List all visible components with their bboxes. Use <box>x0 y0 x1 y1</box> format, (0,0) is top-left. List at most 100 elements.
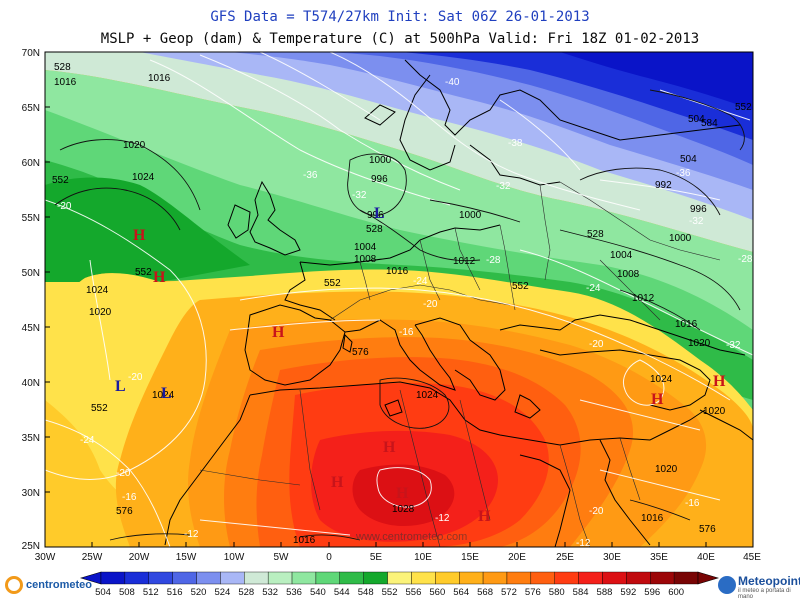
geop-label: 576 <box>699 524 716 535</box>
isobar-label: 1016 <box>641 513 664 524</box>
high-center: H <box>396 485 409 502</box>
colorbar-label: 568 <box>477 587 493 598</box>
geop-label: 552 <box>512 281 529 292</box>
isobar-label: 1020 <box>703 406 726 417</box>
centrometeo-logo-text: centrometeo <box>26 579 93 591</box>
colorbar-label: 600 <box>668 587 684 598</box>
temp-label: -20 <box>116 468 131 479</box>
temp-label: -32 <box>689 216 704 227</box>
colorbar-label: 508 <box>119 587 135 598</box>
colorbar-label: 532 <box>262 587 278 598</box>
geop-label: 576 <box>352 347 369 358</box>
colorbar-swatch <box>578 571 603 585</box>
geop-label: 552 <box>52 175 69 186</box>
high-center: H <box>478 508 491 525</box>
lon-label: 5E <box>370 552 383 563</box>
temp-label: -24 <box>80 435 95 446</box>
meteopoint-logo-subtitle: il meteo a portata di mano <box>738 588 791 600</box>
colorbar-label: 588 <box>597 587 613 598</box>
lon-label: 10W <box>224 552 245 563</box>
temp-label: -38 <box>508 138 523 149</box>
centrometeo-logo-icon <box>5 576 23 594</box>
temp-label: -12 <box>184 529 199 540</box>
colorbar-swatch <box>291 571 317 585</box>
colorbar-label: 592 <box>620 587 636 598</box>
lon-label: 25E <box>556 552 574 563</box>
isobar-label: 1028 <box>392 504 415 515</box>
temp-label: -28 <box>486 255 501 266</box>
isobar-label: 1008 <box>617 269 640 280</box>
colorbar-swatch <box>530 571 555 585</box>
temp-label: -40 <box>445 77 460 88</box>
geop-label: 552 <box>324 278 341 289</box>
isobar-label: 1020 <box>89 307 112 318</box>
isobars <box>54 89 745 541</box>
high-center: H <box>133 227 146 244</box>
lon-label: 20W <box>129 552 150 563</box>
temp-label: -36 <box>303 170 318 181</box>
lat-label: 45N <box>22 323 40 334</box>
temp-label: -20 <box>589 506 604 517</box>
geop-label: 552 <box>91 403 108 414</box>
temp-label: -24 <box>586 283 601 294</box>
lat-label: 35N <box>22 433 40 444</box>
lon-label: 30W <box>35 552 56 563</box>
isobar-label: 1024 <box>650 374 673 385</box>
colorbar-label: 556 <box>406 587 422 598</box>
isobar-label: 1000 <box>669 233 692 244</box>
temp-label: -20 <box>423 299 438 310</box>
isobar-label: 996 <box>371 174 388 185</box>
geop-label: 552 <box>735 102 752 113</box>
temp-label: -12 <box>576 538 591 549</box>
temp-label: -16 <box>399 327 414 338</box>
colorbar-swatch <box>482 571 508 585</box>
centrometeo-logo: centrometeo <box>2 574 92 598</box>
colorbar-swatch <box>673 571 699 585</box>
temp-label: -16 <box>122 492 137 503</box>
geop-label: 528 <box>366 224 383 235</box>
temp-label: -28 <box>738 254 753 265</box>
isobar-label: 996 <box>367 210 384 221</box>
geop-label: 576 <box>116 506 133 517</box>
latitude-labels: 70N 65N 60N 55N 50N 45N 40N 35N 30N 25N <box>22 48 40 552</box>
pressure-labels: 528 1016 1016 1020 1024 552 1024 1020 55… <box>52 62 752 546</box>
isobar-label: 1020 <box>688 338 711 349</box>
isobar-label: 1012 <box>632 293 655 304</box>
isobar-label: 1004 <box>610 250 633 261</box>
colorbar-label: 576 <box>525 587 541 598</box>
pressure-centers: H H H H H H H H H L L L <box>115 205 726 525</box>
colorbar-label: 560 <box>429 587 445 598</box>
lon-label: 5W <box>274 552 290 563</box>
lon-label: 10E <box>414 552 432 563</box>
colorbar-swatch <box>363 571 388 585</box>
colorbar-swatch <box>267 571 293 585</box>
temperature-contours <box>45 52 753 547</box>
lat-label: 55N <box>22 213 40 224</box>
isobar-label: 1024 <box>416 390 439 401</box>
colorbar-swatch <box>220 571 245 585</box>
lat-label: 70N <box>22 48 40 59</box>
lon-label: 45E <box>743 552 761 563</box>
high-center: H <box>713 373 726 390</box>
lat-label: 65N <box>22 103 40 114</box>
isobar-label: 1016 <box>293 535 316 546</box>
isobar-label: 1016 <box>54 77 77 88</box>
lat-label: 40N <box>22 378 40 389</box>
colorbar-swatch <box>506 571 532 585</box>
chart-title: GFS Data = T574/27km Init: Sat 06Z 26-01… <box>210 9 590 25</box>
isobar-label: 1024 <box>152 390 175 401</box>
lat-label: 25N <box>22 541 40 552</box>
low-center: L <box>115 378 126 395</box>
isobar-label: 1024 <box>86 285 109 296</box>
low-center: L <box>161 385 172 402</box>
temp-label: -20 <box>128 372 143 383</box>
colorbar-label: 528 <box>238 587 254 598</box>
isobar-label: 1004 <box>354 242 377 253</box>
colorbar-swatch <box>315 571 341 585</box>
geop-label: 552 <box>135 267 152 278</box>
colorbar-swatch <box>244 571 269 585</box>
temp-label: -36 <box>676 168 691 179</box>
colorbar: 504 508 512 516 520 524 528 532 536 540 544 548 552 5… <box>79 571 720 598</box>
temp-label: -32 <box>496 181 511 192</box>
